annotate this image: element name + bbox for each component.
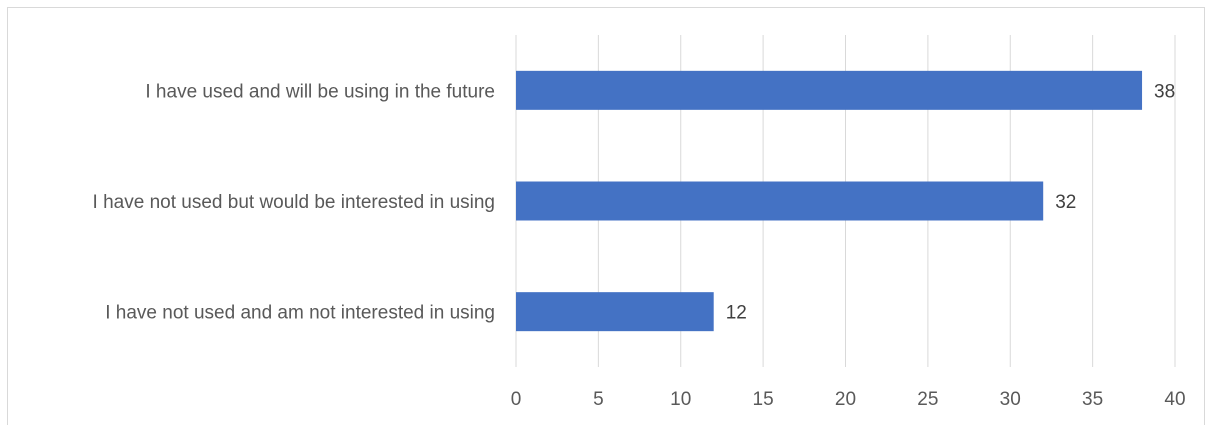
category-label-3: I have not used and am not interested in… [105,303,495,324]
category-label-1: I have used and will be using in the fut… [145,81,495,102]
x-tick-label-20: 20 [835,389,856,410]
x-tick-label-35: 35 [1082,389,1103,410]
data-label-1: 38 [1154,81,1175,102]
bar-3 [516,292,714,332]
x-axis-tick-labels: 0 5 10 15 20 25 30 35 40 [511,389,1186,410]
x-tick-label-30: 30 [1000,389,1021,410]
category-label-2: I have not used but would be interested … [93,192,495,213]
bar-1 [516,70,1143,110]
x-tick-label-40: 40 [1164,389,1185,410]
bars [516,70,1143,332]
x-tick-label-5: 5 [593,389,604,410]
data-label-2: 32 [1055,192,1076,213]
x-tick-label-25: 25 [917,389,938,410]
category-labels: I have used and will be using in the fut… [93,81,495,323]
x-tick-label-0: 0 [511,389,522,410]
data-labels: 38 32 12 [726,81,1175,323]
data-label-3: 12 [726,303,747,324]
x-tick-label-15: 15 [753,389,774,410]
x-tick-label-10: 10 [670,389,691,410]
bar-2 [516,181,1044,221]
